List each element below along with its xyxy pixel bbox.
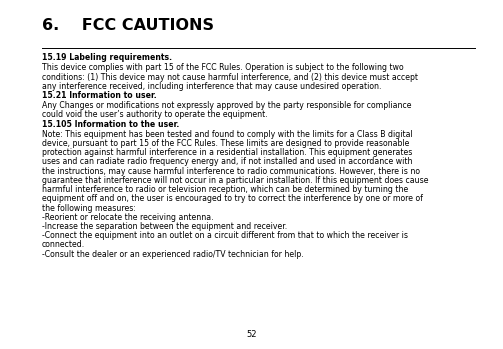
Text: could void the user’s authority to operate the equipment.: could void the user’s authority to opera… xyxy=(42,110,268,119)
Text: connected.: connected. xyxy=(42,240,85,249)
Text: This device complies with part 15 of the FCC Rules. Operation is subject to the : This device complies with part 15 of the… xyxy=(42,63,403,72)
Text: 6.    FCC CAUTIONS: 6. FCC CAUTIONS xyxy=(42,18,214,33)
Text: guarantee that interference will not occur in a particular installation. If this: guarantee that interference will not occ… xyxy=(42,176,429,185)
Text: any interference received, including interference that may cause undesired opera: any interference received, including int… xyxy=(42,82,381,91)
Text: harmful interference to radio or television reception, which can be determined b: harmful interference to radio or televis… xyxy=(42,185,408,194)
Text: conditions: (1) This device may not cause harmful interference, and (2) this dev: conditions: (1) This device may not caus… xyxy=(42,73,418,82)
Text: 15.105 Information to the user.: 15.105 Information to the user. xyxy=(42,120,180,129)
Text: -Connect the equipment into an outlet on a circuit different from that to which : -Connect the equipment into an outlet on… xyxy=(42,231,408,240)
Text: protection against harmful interference in a residential installation. This equi: protection against harmful interference … xyxy=(42,148,412,157)
Text: Note: This equipment has been tested and found to comply with the limits for a C: Note: This equipment has been tested and… xyxy=(42,130,413,139)
Text: 15.19 Labeling requirements.: 15.19 Labeling requirements. xyxy=(42,53,172,62)
Text: device, pursuant to part 15 of the FCC Rules. These limits are designed to provi: device, pursuant to part 15 of the FCC R… xyxy=(42,139,409,148)
Text: equipment off and on, the user is encouraged to try to correct the interference : equipment off and on, the user is encour… xyxy=(42,194,423,203)
Text: the following measures:: the following measures: xyxy=(42,203,136,213)
Text: uses and can radiate radio frequency energy and, if not installed and used in ac: uses and can radiate radio frequency ene… xyxy=(42,157,412,166)
Text: 15.21 Information to user.: 15.21 Information to user. xyxy=(42,91,157,101)
Text: -Consult the dealer or an experienced radio/TV technician for help.: -Consult the dealer or an experienced ra… xyxy=(42,250,304,259)
Text: -Increase the separation between the equipment and receiver.: -Increase the separation between the equ… xyxy=(42,222,287,231)
Text: the instructions, may cause harmful interference to radio communications. Howeve: the instructions, may cause harmful inte… xyxy=(42,167,420,176)
Text: Any Changes or modifications not expressly approved by the party responsible for: Any Changes or modifications not express… xyxy=(42,101,411,110)
Text: -Reorient or relocate the receiving antenna.: -Reorient or relocate the receiving ante… xyxy=(42,213,214,222)
Text: 52: 52 xyxy=(246,330,257,339)
